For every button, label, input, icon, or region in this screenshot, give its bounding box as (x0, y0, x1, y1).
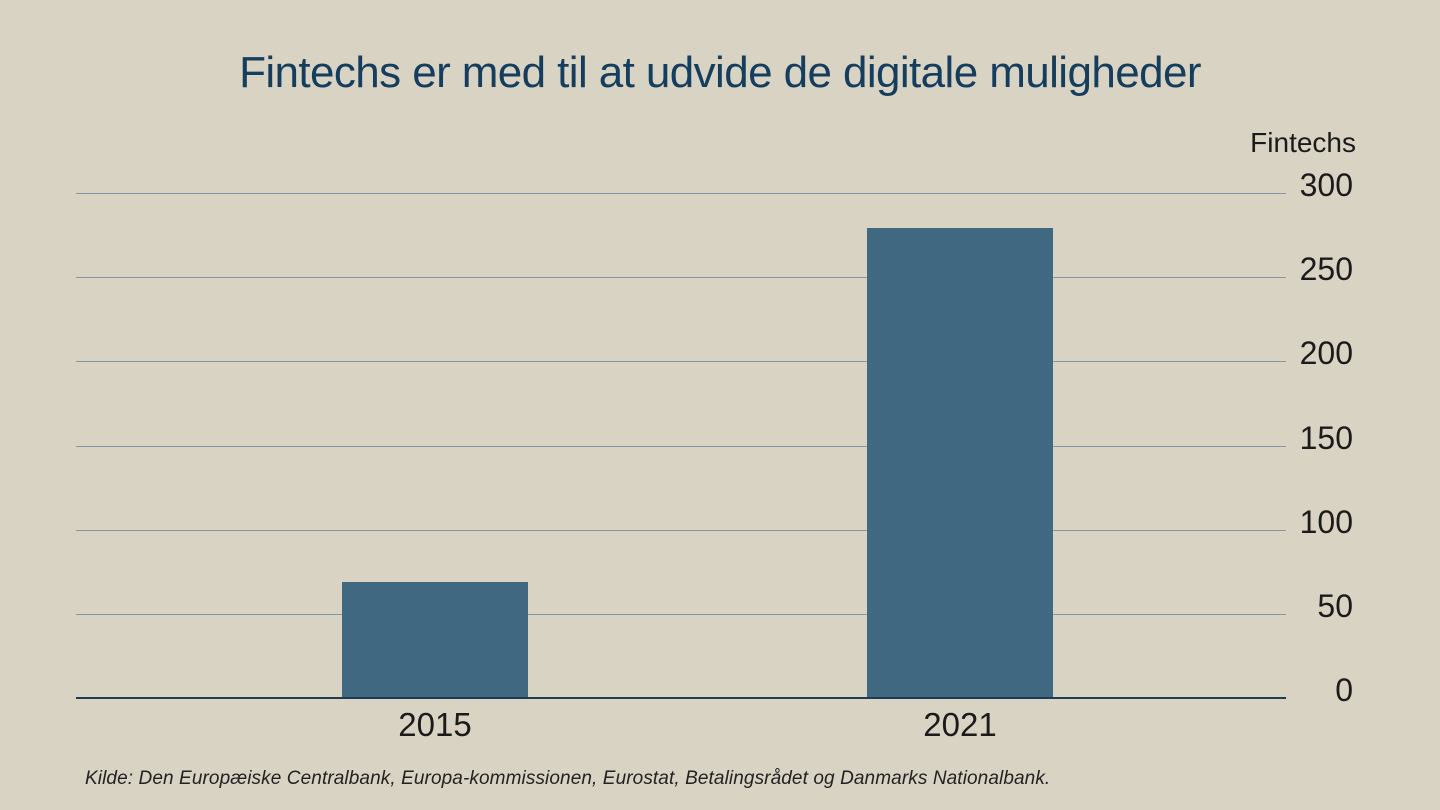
x-axis-baseline (76, 697, 1286, 699)
gridline (76, 614, 1286, 615)
chart-title: Fintechs er med til at udvide de digital… (239, 48, 1201, 97)
y-tick-label: 250 (1299, 251, 1353, 287)
y-tick-label: 0 (1335, 672, 1353, 708)
gridline (76, 361, 1286, 362)
y-tick-label: 300 (1299, 167, 1353, 203)
bar-2015 (342, 582, 528, 698)
y-tick-label: 150 (1299, 420, 1353, 456)
y-tick-label: 50 (1317, 588, 1353, 624)
gridline (76, 277, 1286, 278)
gridline (76, 193, 1286, 194)
x-tick-label-2015: 2015 (398, 706, 472, 743)
gridline (76, 530, 1286, 531)
gridline (76, 446, 1286, 447)
y-tick-label: 100 (1299, 504, 1353, 540)
bar-2021 (867, 228, 1053, 698)
y-tick-label: 200 (1299, 335, 1353, 371)
x-tick-label-2021: 2021 (923, 706, 997, 743)
source-note: Kilde: Den Europæiske Centralbank, Europ… (85, 768, 1051, 789)
y-axis-unit-label: Fintechs (1250, 127, 1356, 158)
